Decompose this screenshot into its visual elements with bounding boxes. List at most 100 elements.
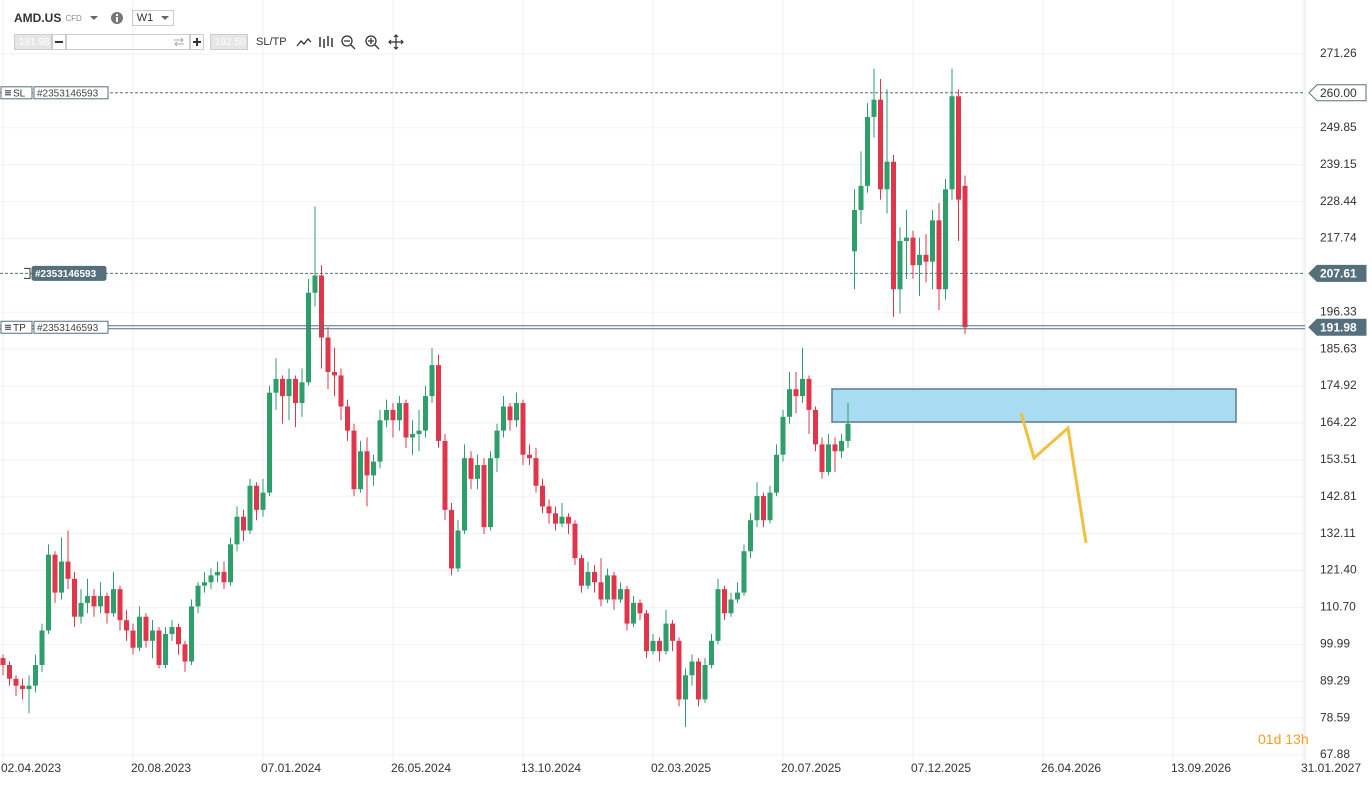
x-tick-label: 02.04.2023 [1,761,61,775]
candle-body [351,430,357,490]
zone[interactable] [831,388,1237,423]
timeframe-label: W1 [136,12,154,24]
x-tick-label: 13.10.2024 [521,761,581,775]
candle-body [306,292,311,383]
dropdown[interactable] [88,13,102,23]
candle-body [416,430,422,435]
candle-body [280,378,285,397]
candle-body [533,458,539,486]
x-tick-label: 31.01.2027 [1301,761,1361,775]
candle-body [143,616,149,641]
candle-body [20,685,25,690]
candle-body [78,602,84,617]
candle-body [293,378,298,404]
candle-body [936,220,942,290]
grid [0,0,1305,760]
candle-body [553,513,558,524]
y-tick-label: 164.22 [1320,415,1357,429]
price-label: 207.61 [1320,267,1357,281]
candle-body [104,596,110,614]
candle-body [787,389,792,417]
candle-body [150,630,155,641]
candle-body [338,375,344,407]
tool-icons[interactable] [295,34,415,50]
y-tick-label: 132.11 [1320,526,1356,540]
candle-body [182,644,188,662]
candle-body [462,458,467,531]
info[interactable] [110,11,124,25]
candle-body [917,254,922,266]
candle-body [507,406,513,421]
candle-body [364,451,370,476]
candle-body [800,378,805,397]
candle-body [91,596,97,607]
candle-body [377,420,383,462]
candle-body [481,465,487,528]
candle-body [449,509,454,569]
volume-input[interactable] [66,34,190,50]
candle-body [13,678,19,686]
candle-body [299,382,305,404]
candle-body [358,451,363,490]
candle-body [130,630,136,648]
candle-body [715,589,721,641]
order-label: #2353146593 [37,88,99,99]
candle-body [728,599,734,614]
candle-body [397,403,402,421]
candle-body [137,616,142,648]
projection[interactable] [1019,412,1088,544]
candle-body [663,623,669,652]
candle-body [761,496,766,521]
order-label: #2353146593 [35,269,97,280]
x-tick-label: 02.03.2025 [651,761,711,775]
candle-body [260,492,266,510]
toolbar-top: AMD.US CFD W1 [14,10,174,26]
symbol[interactable]: AMD.US [14,11,62,25]
candle-body [546,506,552,514]
order-box[interactable] [33,320,109,334]
tag-box[interactable] [0,320,33,334]
candle-body [696,661,701,700]
candle-body [683,675,688,700]
y-tick-label: 121.40 [1320,563,1357,577]
price-label-box [1308,84,1367,102]
candle-body [176,627,181,645]
candle-body [455,530,461,569]
candle-body [826,444,831,472]
candle-body [780,416,786,455]
candle-body [793,389,799,397]
y-tick-label: 142.81 [1320,489,1357,503]
countdown: 01d 13h [1258,731,1309,747]
candle-body [345,406,350,431]
timeframe[interactable]: W1 [131,10,174,26]
order-label: #2353146593 [37,323,99,334]
candle-body [202,582,207,586]
bid: 191.98 [14,34,52,50]
order-box[interactable] [31,265,107,281]
candle-body [527,454,532,459]
order-box[interactable] [33,86,109,100]
candle-body [618,589,623,600]
tag-box[interactable] [0,86,33,100]
x-tick-label: 20.08.2023 [131,761,191,775]
candle-body [501,406,506,431]
candle-body [7,664,12,679]
candle-body [475,465,480,479]
tag-bracket [24,267,31,279]
candle-body [962,185,968,328]
candle-body [390,409,396,421]
candle-body [267,392,272,493]
x-tick-label: 07.01.2024 [261,761,321,775]
sltp[interactable]: SL/TP [256,36,287,48]
candle-body [741,551,747,593]
candle-body [650,640,656,652]
hours: 13h [1285,731,1308,747]
minus[interactable] [52,34,66,50]
plus[interactable] [190,34,204,50]
kind: CFD [65,13,82,23]
candle-body [852,209,857,252]
candle-body [611,575,617,600]
candle-body [384,409,389,421]
candle-body [592,571,597,583]
